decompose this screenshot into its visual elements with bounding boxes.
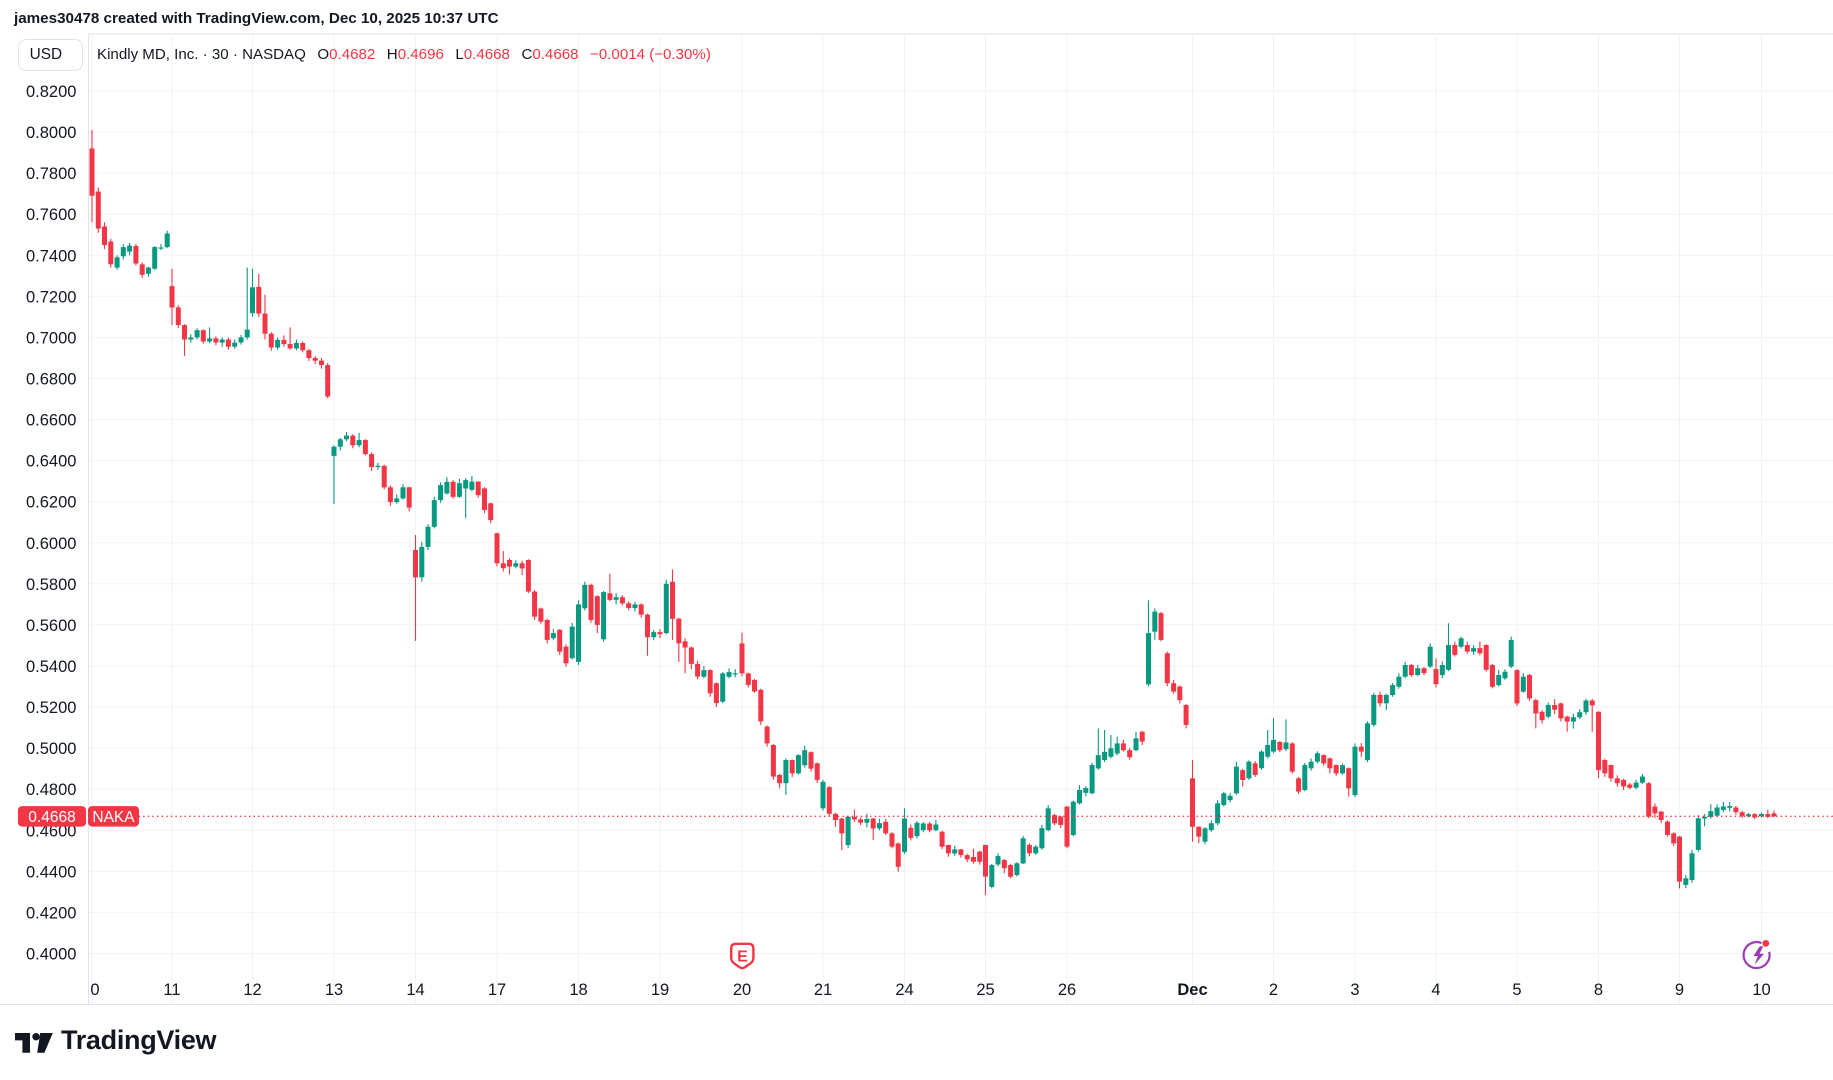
svg-text:0.6800: 0.6800 xyxy=(26,371,76,389)
svg-text:Dec: Dec xyxy=(1177,981,1207,999)
svg-text:12: 12 xyxy=(243,981,261,999)
svg-text:0.5400: 0.5400 xyxy=(26,658,76,676)
svg-text:0.5200: 0.5200 xyxy=(26,699,76,717)
svg-text:9: 9 xyxy=(1675,981,1684,999)
svg-text:25: 25 xyxy=(976,981,994,999)
svg-text:19: 19 xyxy=(651,981,669,999)
svg-text:14: 14 xyxy=(406,981,424,999)
svg-text:26: 26 xyxy=(1058,981,1076,999)
svg-text:0.7400: 0.7400 xyxy=(26,247,76,265)
svg-text:0.6200: 0.6200 xyxy=(26,494,76,512)
svg-text:18: 18 xyxy=(569,981,587,999)
svg-text:0.5800: 0.5800 xyxy=(26,576,76,594)
svg-text:0.4400: 0.4400 xyxy=(26,863,76,881)
svg-text:0.4800: 0.4800 xyxy=(26,781,76,799)
svg-text:0.5600: 0.5600 xyxy=(26,617,76,635)
svg-text:21: 21 xyxy=(814,981,832,999)
svg-text:0.8000: 0.8000 xyxy=(26,124,76,142)
svg-text:0: 0 xyxy=(90,981,99,999)
svg-text:0.4200: 0.4200 xyxy=(26,904,76,922)
svg-text:0.4600: 0.4600 xyxy=(26,822,76,840)
svg-text:10: 10 xyxy=(1752,981,1770,999)
svg-text:E: E xyxy=(737,949,748,966)
svg-text:0.7600: 0.7600 xyxy=(26,206,76,224)
svg-text:0.7200: 0.7200 xyxy=(26,288,76,306)
svg-text:17: 17 xyxy=(488,981,506,999)
svg-text:0.4000: 0.4000 xyxy=(26,946,76,964)
svg-text:0.8200: 0.8200 xyxy=(26,83,76,101)
svg-text:0.5000: 0.5000 xyxy=(26,740,76,758)
svg-text:20: 20 xyxy=(733,981,751,999)
svg-text:24: 24 xyxy=(895,981,913,999)
svg-text:8: 8 xyxy=(1594,981,1603,999)
svg-text:NAKA: NAKA xyxy=(92,809,135,826)
svg-text:13: 13 xyxy=(325,981,343,999)
svg-text:0.7000: 0.7000 xyxy=(26,329,76,347)
svg-text:3: 3 xyxy=(1350,981,1359,999)
svg-text:5: 5 xyxy=(1512,981,1521,999)
svg-text:0.6000: 0.6000 xyxy=(26,535,76,553)
svg-text:4: 4 xyxy=(1431,981,1440,999)
svg-text:2: 2 xyxy=(1269,981,1278,999)
svg-text:11: 11 xyxy=(163,981,180,999)
svg-text:0.6400: 0.6400 xyxy=(26,453,76,471)
svg-text:0.4668: 0.4668 xyxy=(28,809,75,826)
svg-text:0.6600: 0.6600 xyxy=(26,412,76,430)
svg-text:0.7800: 0.7800 xyxy=(26,165,76,183)
